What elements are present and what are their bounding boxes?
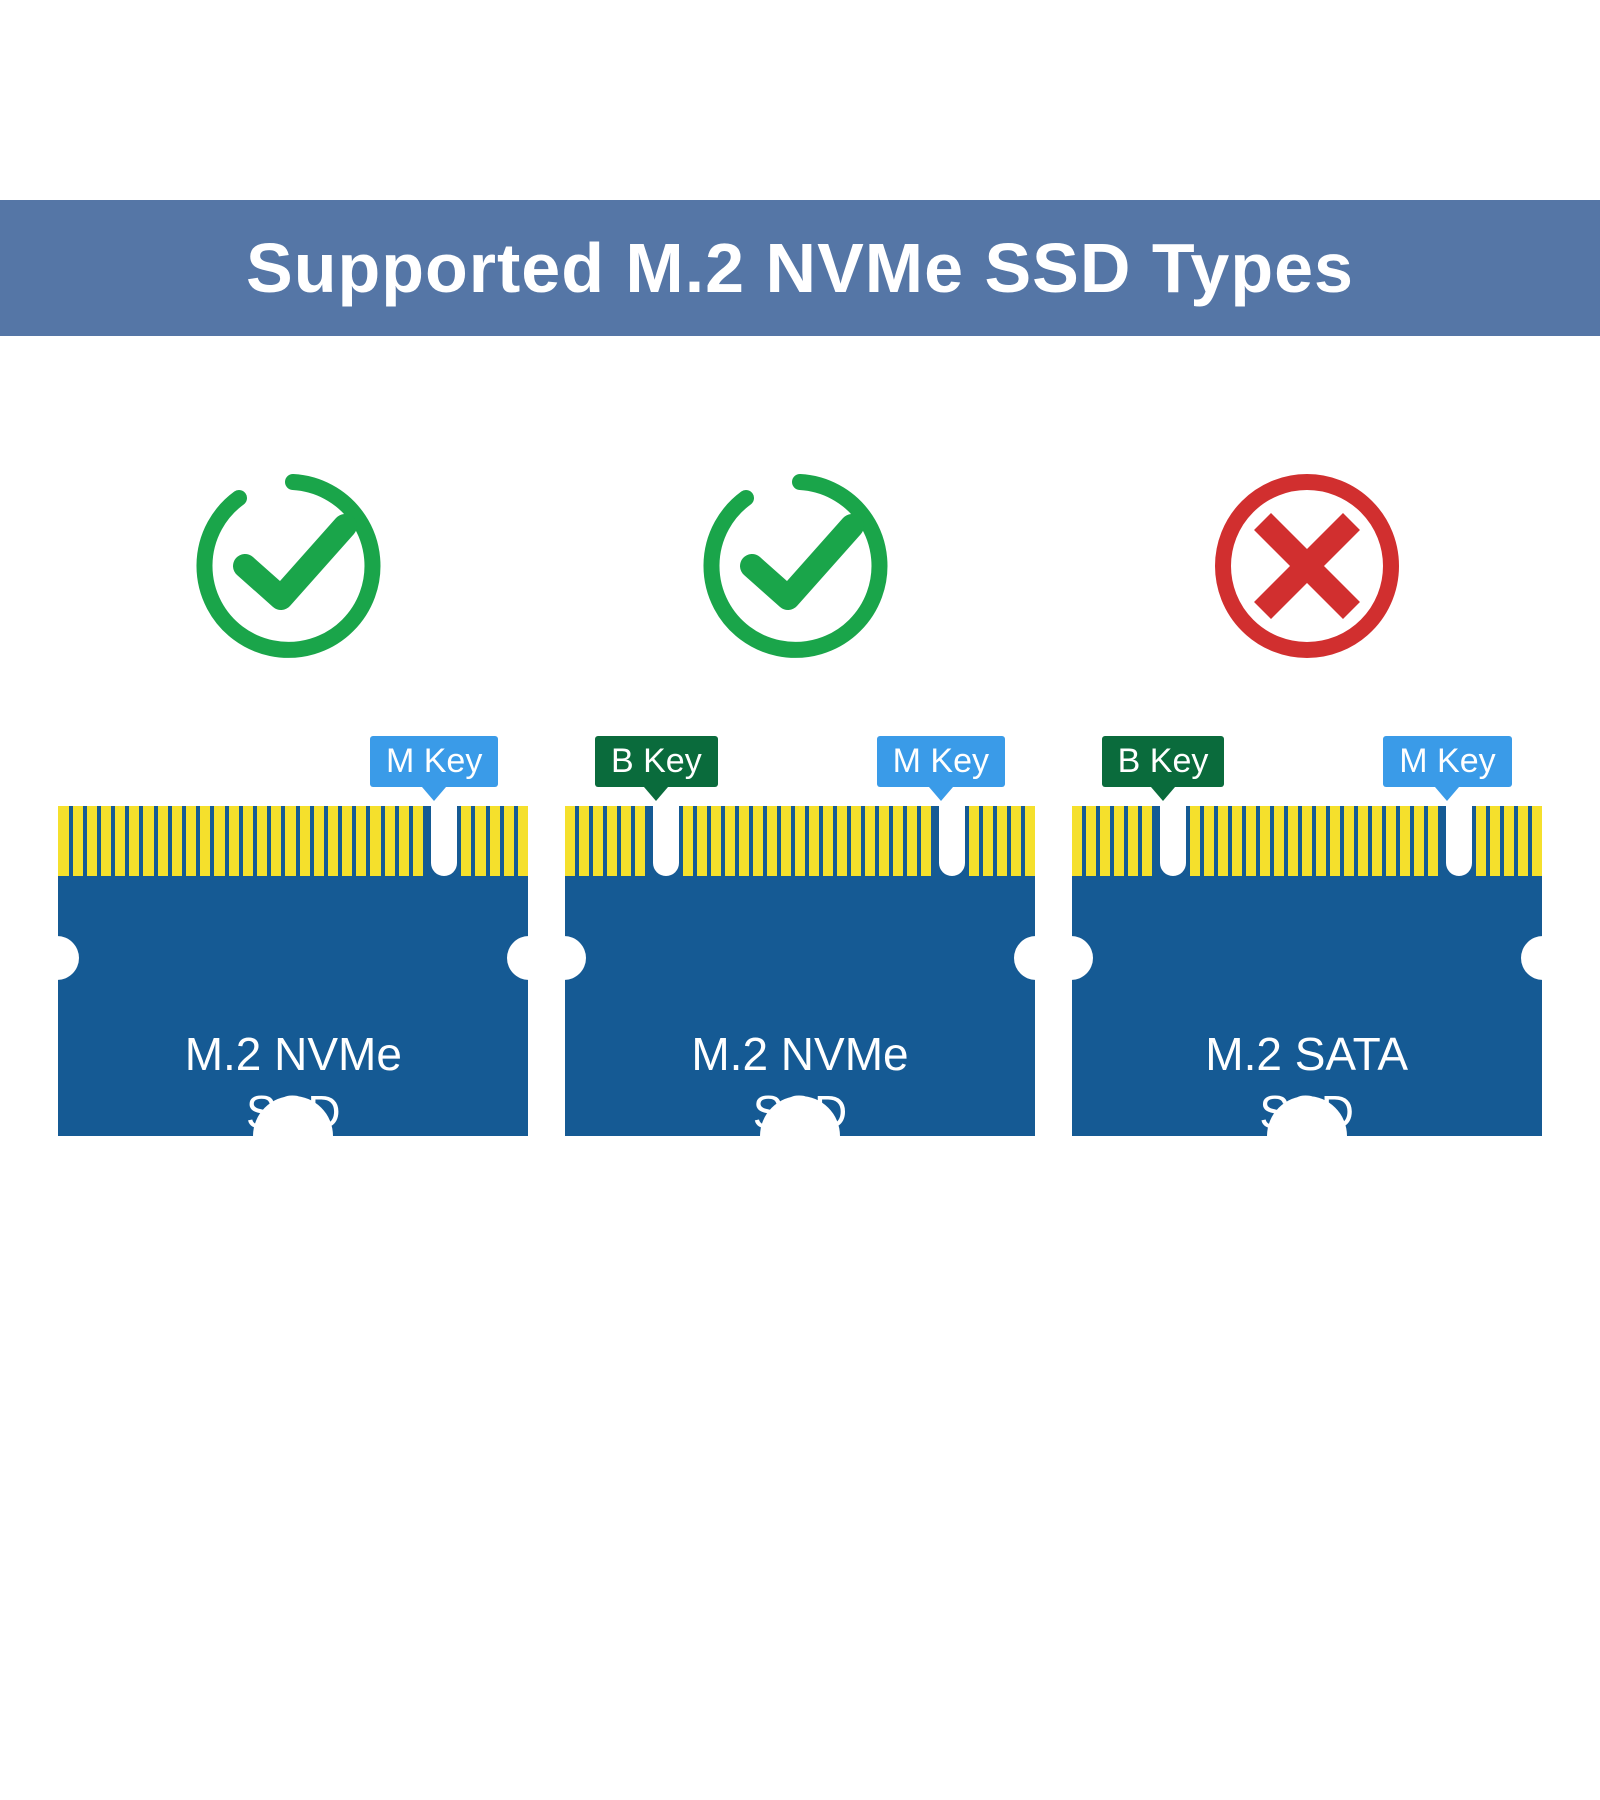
status-supported-icon bbox=[700, 466, 900, 666]
ssd-connector: M.2 SATASSD bbox=[1072, 806, 1542, 1136]
key-labels: M Key bbox=[58, 736, 528, 806]
side-notch-icon bbox=[1071, 936, 1093, 980]
screw-notch-icon bbox=[1267, 1096, 1347, 1176]
m-key-notch bbox=[431, 806, 457, 876]
side-notch-icon bbox=[1014, 936, 1036, 980]
status-unsupported-icon bbox=[1207, 466, 1407, 666]
ssd-pins bbox=[58, 806, 528, 876]
m-key-tag: M Key bbox=[877, 736, 1005, 787]
key-labels: B Key M Key bbox=[1072, 736, 1542, 806]
b-key-notch bbox=[1160, 806, 1186, 876]
check-icon bbox=[700, 466, 900, 666]
side-notch-icon bbox=[57, 936, 79, 980]
title-bar: Supported M.2 NVMe SSD Types bbox=[0, 200, 1600, 336]
screw-notch-icon bbox=[760, 1096, 840, 1176]
ssd-card: B Key M Key M.2 SATASSD bbox=[1072, 466, 1542, 1136]
ssd-card: B Key M Key M.2 NVMeSSD bbox=[565, 466, 1035, 1136]
m-key-notch bbox=[939, 806, 965, 876]
title-text: Supported M.2 NVMe SSD Types bbox=[246, 229, 1354, 307]
ssd-connector: M.2 NVMeSSD bbox=[58, 806, 528, 1136]
side-notch-icon bbox=[507, 936, 529, 980]
ssd-card: M Key M.2 NVMeSSD bbox=[58, 466, 528, 1136]
screw-notch-icon bbox=[253, 1096, 333, 1176]
ssd-pins bbox=[565, 806, 1035, 876]
ssd-pins bbox=[1072, 806, 1542, 876]
b-key-tag: B Key bbox=[1102, 736, 1225, 787]
key-labels: B Key M Key bbox=[565, 736, 1035, 806]
status-supported-icon bbox=[193, 466, 393, 666]
ssd-body: M.2 SATASSD bbox=[1072, 876, 1542, 1136]
side-notch-icon bbox=[564, 936, 586, 980]
ssd-cards-row: M Key M.2 NVMeSSD B Key M Key M.2 NVMeSSD… bbox=[0, 466, 1600, 1136]
side-notch-icon bbox=[1521, 936, 1543, 980]
ssd-connector: M.2 NVMeSSD bbox=[565, 806, 1035, 1136]
m-key-tag: M Key bbox=[370, 736, 498, 787]
ssd-body: M.2 NVMeSSD bbox=[58, 876, 528, 1136]
b-key-notch bbox=[653, 806, 679, 876]
m-key-notch bbox=[1446, 806, 1472, 876]
ssd-body: M.2 NVMeSSD bbox=[565, 876, 1035, 1136]
cross-icon bbox=[1207, 466, 1407, 666]
check-icon bbox=[193, 466, 393, 666]
b-key-tag: B Key bbox=[595, 736, 718, 787]
m-key-tag: M Key bbox=[1383, 736, 1511, 787]
